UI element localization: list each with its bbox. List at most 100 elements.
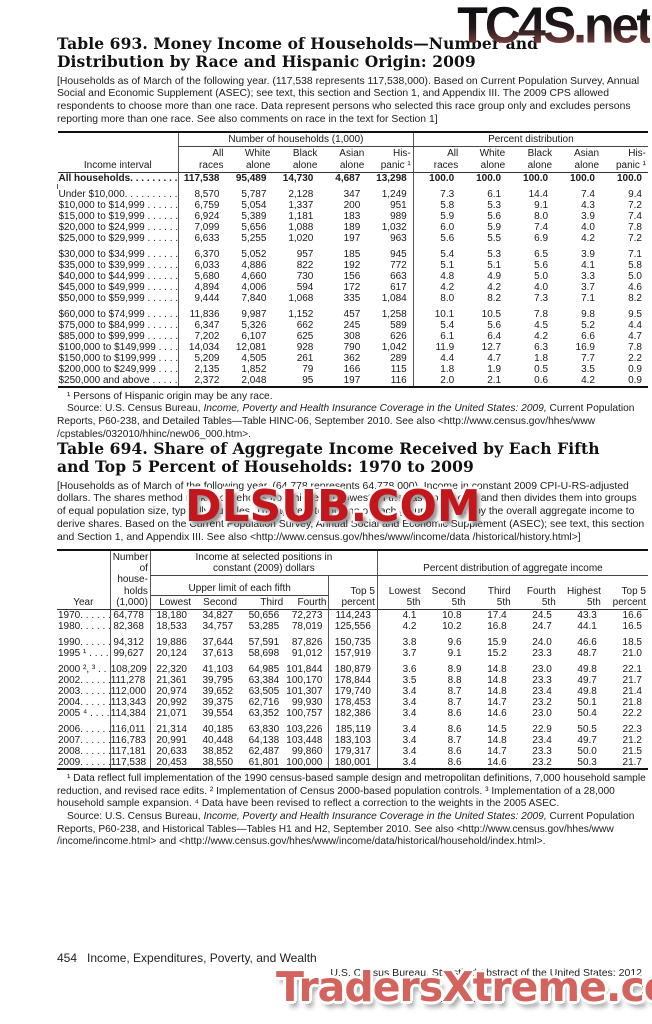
cell-value: 34,757 <box>202 620 234 632</box>
cell-value: 457 <box>343 308 361 320</box>
cell-value: 182,386 <box>328 707 378 719</box>
total-cell: 100.0 <box>569 172 595 184</box>
cell-value: 39,652 <box>202 685 234 697</box>
cell-value: 9.6 <box>447 636 462 648</box>
cell-value: 10.5 <box>481 308 502 320</box>
column-header-white-alone: White alone <box>244 148 271 171</box>
cell-value: 957 <box>296 248 314 260</box>
cell-value: 15.9 <box>487 636 507 648</box>
column-header-income-interval: Income interval <box>83 159 152 171</box>
cell-value: 11.9 <box>412 341 461 353</box>
row-label: $250,000 and above . . . . . . . <box>58 374 179 386</box>
cell-value: 50.5 <box>577 723 597 735</box>
cell-value: 197 <box>343 232 361 244</box>
row-label: 2008. . . . . . <box>58 745 111 757</box>
row-label: $50,000 to $59,999 . . . . . . . . <box>58 292 179 304</box>
source-credit-line: U.S. Census Bureau, Statistical Abstract… <box>330 967 642 979</box>
cell-value: 23.0 <box>532 663 552 675</box>
cell-value: 117,181 <box>109 745 151 757</box>
cell-value: 166 <box>343 363 361 375</box>
table-row: 1970. . . . . . 64,778 18,180 34,827 50,656 7… <box>57 609 648 621</box>
cell-value: 1,337 <box>288 199 314 211</box>
cell-value: 1,084 <box>381 292 407 304</box>
table-694-header: Year Number of house- holds (1,000) Inco… <box>57 550 648 610</box>
cell-value: 1.9 <box>487 363 502 375</box>
row-label: 1990. . . . . . <box>58 636 111 648</box>
cell-value: 14.6 <box>487 756 507 768</box>
table-row: $100,000 to $149,999 . . . . . . 14,034 12… <box>58 341 649 353</box>
row-label: $35,000 to $39,999 . . . . . . . . <box>58 259 179 271</box>
total-cell: 100.0 <box>476 172 502 184</box>
cell-value: 23.3 <box>532 745 552 757</box>
cell-value: 20,991 <box>149 734 193 746</box>
cell-value: 38,550 <box>202 756 234 768</box>
column-header-third: Third <box>260 596 284 608</box>
table-row: $250,000 and above . . . . . . . 2,372 2,0… <box>58 374 649 387</box>
cell-value: 183,103 <box>328 734 378 746</box>
cell-value: 78,019 <box>291 620 323 632</box>
cell-value: 16.6 <box>622 609 642 621</box>
cell-value: 39,375 <box>202 696 234 708</box>
cell-value: 7.4 <box>534 221 549 233</box>
cell-value: 1,020 <box>288 232 314 244</box>
cell-value: 46.6 <box>577 636 597 648</box>
row-label: 2003. . . . . . <box>58 685 111 697</box>
cell-value: 7.7 <box>581 352 595 364</box>
cell-value: 6,633 <box>178 232 226 244</box>
cell-value: 100,170 <box>286 674 323 686</box>
cell-value: 4.4 <box>628 319 642 331</box>
cell-value: 21.5 <box>622 745 642 757</box>
cell-value: 6,107 <box>241 330 267 342</box>
cell-value: 5,680 <box>178 270 226 282</box>
column-header-number-of-households: Number of house- holds (1,000) <box>109 550 151 610</box>
cell-value: 594 <box>296 281 314 293</box>
cell-value: 626 <box>390 330 407 342</box>
cell-value: 6,033 <box>178 259 226 271</box>
cell-value: 4.1 <box>376 609 423 621</box>
cell-value: 4,006 <box>241 281 267 293</box>
row-label: 2005 ⁴ . . . . <box>58 707 110 719</box>
cell-value: 94,312 <box>109 636 151 648</box>
cell-value: 3.9 <box>581 210 595 222</box>
table-row: Under $10,000. . . . . . . . . . . . 8,57… <box>58 188 649 200</box>
column-header-fourth: Fourth <box>297 596 327 608</box>
cell-value: 4.8 <box>412 270 461 282</box>
row-label: 2007. . . . . . <box>58 734 111 746</box>
table-row: $20,000 to $24,999 . . . . . . . . 7,099 5… <box>58 221 649 233</box>
table-693-section: Table 693. Money Income of Households—Nu… <box>56 34 649 441</box>
cell-value: 112,000 <box>109 685 151 697</box>
cell-value: 5.6 <box>534 259 549 271</box>
cell-value: 3.5 <box>376 674 423 686</box>
column-header-hispanic: His- panic ¹ <box>380 148 411 171</box>
table-row: 2005 ⁴ . . . . 114,384 21,071 39,554 63,352 1… <box>57 707 648 719</box>
cell-value: 3.7 <box>376 647 423 659</box>
cell-value: 4,886 <box>241 259 267 271</box>
cell-value: 5.2 <box>581 319 595 331</box>
cell-value: 23.3 <box>532 647 552 659</box>
cell-value: 108,209 <box>109 663 151 675</box>
cell-value: 23.3 <box>532 674 552 686</box>
row-label: Under $10,000. . . . . . . . . . . . <box>58 188 179 200</box>
cell-value: 179,740 <box>328 685 378 697</box>
cell-value: 23.2 <box>532 756 552 768</box>
cell-value: 9.8 <box>581 308 595 320</box>
cell-value: 22.1 <box>622 663 642 675</box>
table-693-source: Source: U.S. Census Bureau, Income, Pove… <box>57 403 648 441</box>
row-label: 2002. . . . . . <box>58 674 111 686</box>
cell-value: 6.3 <box>534 341 549 353</box>
cell-value: 3.4 <box>376 723 423 735</box>
column-header-second-5th: Second 5th <box>431 585 466 608</box>
row-label: $85,000 to $99,999 . . . . . . . . <box>58 330 179 342</box>
cell-value: 39,554 <box>202 707 234 719</box>
cell-value: 5,255 <box>241 232 267 244</box>
column-header-all-races: All races <box>412 146 461 173</box>
table-row: 2003. . . . . . 112,000 20,974 39,652 63,505… <box>57 685 648 697</box>
cell-value: 37,644 <box>202 636 234 648</box>
cell-value: 1,249 <box>381 188 407 200</box>
cell-value: 8.7 <box>447 696 462 708</box>
cell-value: 18,533 <box>149 620 193 632</box>
cell-value: 4,660 <box>241 270 267 282</box>
cell-value: 101,844 <box>286 663 323 675</box>
cell-value: 5,209 <box>178 352 226 364</box>
cell-value: 12.7 <box>481 341 502 353</box>
